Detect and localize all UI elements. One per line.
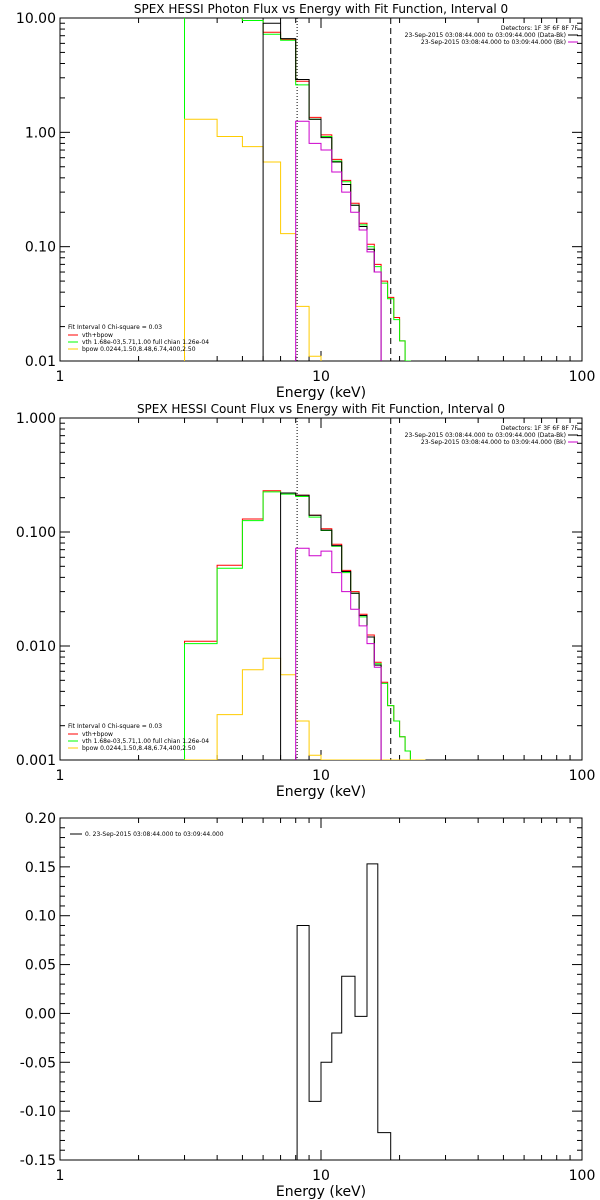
series-line-2 [184,491,426,760]
y-tick-label: 0.100 [16,525,56,541]
legend-entry: vth 1.68e-03,5.71,1.00 full chian 1.26e-… [82,339,209,346]
chart-panel-1: SPEX HESSI Photon Flux vs Energy with Fi… [16,2,596,401]
x-tick-label: 10 [312,369,330,385]
legend-entry: vth+bpow [82,332,113,339]
x-tick-label: 1 [56,768,65,784]
x-tick-label: 100 [569,1168,596,1184]
legend-header: Fit Interval 0 Chi-square = 0.03 [68,324,162,331]
x-axis-label: Energy (keV) [276,1184,366,1200]
y-tick-label: 0.00 [25,1006,56,1022]
y-tick-label: -0.10 [20,1104,56,1120]
x-tick-label: 100 [569,768,596,784]
legend-entry: vth 1.68e-03,5.71,1.00 full chian 1.26e-… [82,738,209,745]
y-tick-label: -0.15 [20,1153,56,1169]
x-tick-label: 10 [312,1168,330,1184]
series-line-5 [295,120,382,361]
chart-title: SPEX HESSI Count Flux vs Energy with Fit… [137,402,505,416]
x-axis-label: Energy (keV) [276,385,366,401]
info-line: 23-Sep-2015 03:08:44.000 to 03:09:44.000… [421,39,566,46]
legend-entry: bpow 0.0244,1.50,8.48,6.74,400,2.50 [82,346,196,353]
series-line-1 [184,490,426,760]
x-tick-label: 1 [56,1168,65,1184]
y-tick-label: 1.00 [25,125,56,141]
series-line-3 [184,118,322,361]
y-tick-label: 0.10 [25,909,56,925]
legend-entry: 0. 23-Sep-2015 03:08:44.000 to 03:09:44.… [85,831,224,838]
info-line: Detectors: 1F 3F 6F 8F 7F [501,25,579,32]
info-line: 23-Sep-2015 03:08:44.000 to 03:09:44.000… [421,439,566,446]
plot-frame [59,417,583,761]
y-tick-label: 0.001 [16,753,56,769]
y-tick-label: 0.15 [25,860,56,876]
y-tick-label: 10.00 [16,11,56,27]
y-tick-label: 0.20 [25,811,56,827]
series-line-3 [184,657,426,760]
series-line-1 [296,863,392,1160]
chart-panel-3: 1 10 100 Energy (keV) -0.15 -0.10 -0.05 0.00 0.0… [20,811,596,1200]
y-tick-label: 0.010 [16,639,56,655]
info-line: Detectors: 1F 3F 6F 8F 7F [501,425,579,432]
legend-entry: vth+bpow [82,731,113,738]
x-tick-label: 10 [312,768,330,784]
chart-title: SPEX HESSI Photon Flux vs Energy with Fi… [134,2,508,16]
chart-panel-2: SPEX HESSI Count Flux vs Energy with Fit… [16,402,595,800]
y-tick-label: 0.01 [25,354,56,370]
x-tick-label: 100 [569,369,596,385]
series-line-5 [295,547,382,760]
legend-entry: bpow 0.0244,1.50,8.48,6.74,400,2.50 [82,745,196,752]
y-tick-label: 1.000 [16,411,56,427]
info-line: 23-Sep-2015 03:08:44.000 to 03:09:44.000… [405,432,566,439]
x-axis-label: Energy (keV) [276,784,366,800]
series-line-4 [262,22,382,361]
x-tick-label: 1 [56,369,65,385]
plot-frame [59,17,583,362]
y-tick-label: -0.05 [20,1055,56,1071]
plot-frame [59,817,583,1161]
y-tick-label: 0.10 [25,240,56,256]
info-line: 23-Sep-2015 03:08:44.000 to 03:09:44.000… [405,32,566,39]
y-tick-label: 0.05 [25,958,56,974]
series-line-4 [280,492,382,760]
legend-header: Fit Interval 0 Chi-square = 0.03 [68,723,162,730]
